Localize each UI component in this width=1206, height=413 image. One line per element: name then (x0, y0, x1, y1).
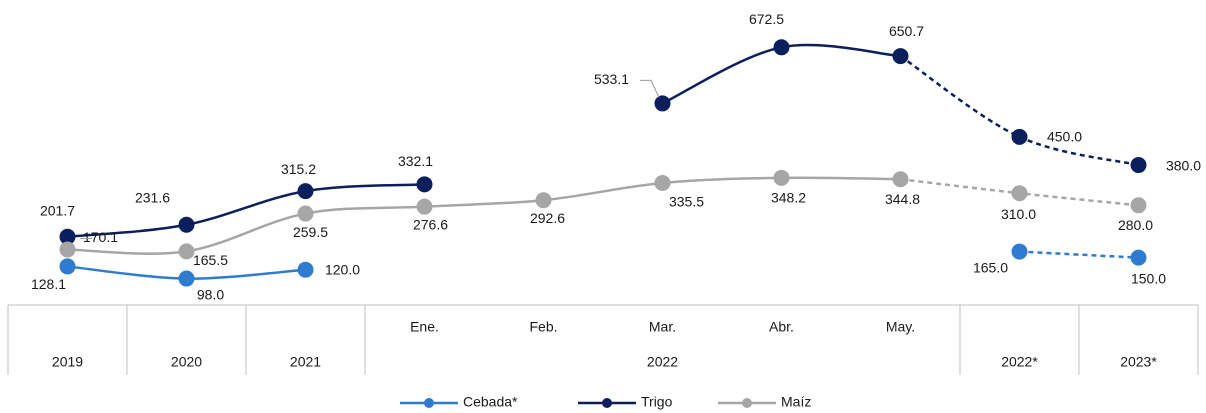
data-label: 201.7 (40, 203, 75, 219)
legend-marker (424, 398, 434, 408)
data-label: 310.0 (1001, 206, 1036, 222)
data-label: 276.6 (413, 216, 448, 232)
data-point (1011, 243, 1028, 260)
data-point (416, 198, 433, 215)
data-label: 533.1 (594, 71, 629, 87)
data-label: 380.0 (1166, 158, 1201, 174)
x-tick-label: Feb. (529, 319, 557, 335)
data-point (892, 171, 909, 188)
data-point (297, 183, 314, 200)
data-label: 165.0 (973, 259, 1008, 275)
x-tick-label: 2020 (171, 354, 202, 370)
data-label: 292.6 (530, 210, 565, 226)
data-point (1011, 185, 1028, 202)
data-label: 650.7 (889, 23, 924, 39)
data-label: 315.2 (281, 161, 316, 177)
data-label: 344.8 (885, 191, 920, 207)
data-point (178, 216, 195, 233)
data-point (535, 192, 552, 209)
data-point (297, 261, 314, 278)
data-point (59, 241, 76, 258)
x-tick-label: May. (886, 319, 915, 335)
legend-label: Trigo (641, 394, 673, 410)
series-line (1019, 250, 1139, 259)
x-tick-label: Abr. (769, 319, 794, 335)
data-point (654, 95, 671, 112)
legend-marker (602, 398, 612, 408)
data-point (773, 39, 790, 56)
x-tick-label: 2022* (1001, 354, 1038, 370)
data-label: 335.5 (669, 194, 704, 210)
data-point (297, 205, 314, 222)
legend-label: Maíz (781, 394, 811, 410)
x-tick-label: Mar. (649, 319, 676, 335)
data-point (1011, 128, 1028, 145)
data-point (654, 174, 671, 191)
data-label: 450.0 (1047, 129, 1082, 145)
series-line (67, 183, 425, 239)
leader-line (640, 79, 660, 98)
data-label: 280.0 (1118, 217, 1153, 233)
data-label: 128.1 (31, 276, 66, 292)
data-point (416, 176, 433, 193)
data-label: 120.0 (325, 261, 360, 277)
x-group-label: 2022 (647, 354, 678, 370)
x-tick-label: Ene. (410, 319, 439, 335)
data-label: 150.0 (1131, 270, 1166, 286)
x-tick-label: 2023* (1120, 354, 1157, 370)
data-label: 259.5 (293, 224, 328, 240)
data-point (178, 243, 195, 260)
data-label: 672.5 (749, 11, 784, 27)
data-label: 165.5 (193, 252, 228, 268)
data-label: 231.6 (135, 189, 170, 205)
x-tick-label: 2019 (52, 354, 83, 370)
legend-marker (742, 398, 752, 408)
data-point (59, 258, 76, 275)
data-point (59, 228, 76, 245)
data-point (892, 48, 909, 65)
legend-label: Cebada* (463, 394, 518, 410)
data-point (1130, 157, 1147, 174)
x-tick-label: 2021 (290, 354, 321, 370)
data-label: 170.1 (83, 229, 118, 245)
data-point (178, 270, 195, 287)
data-label: 332.1 (398, 153, 433, 169)
data-label: 348.2 (771, 190, 806, 206)
data-point (773, 169, 790, 186)
data-label: 98.0 (197, 286, 224, 302)
data-point (1130, 197, 1147, 214)
series-line (899, 55, 1139, 167)
data-point (1130, 249, 1147, 266)
series-line (67, 176, 901, 255)
